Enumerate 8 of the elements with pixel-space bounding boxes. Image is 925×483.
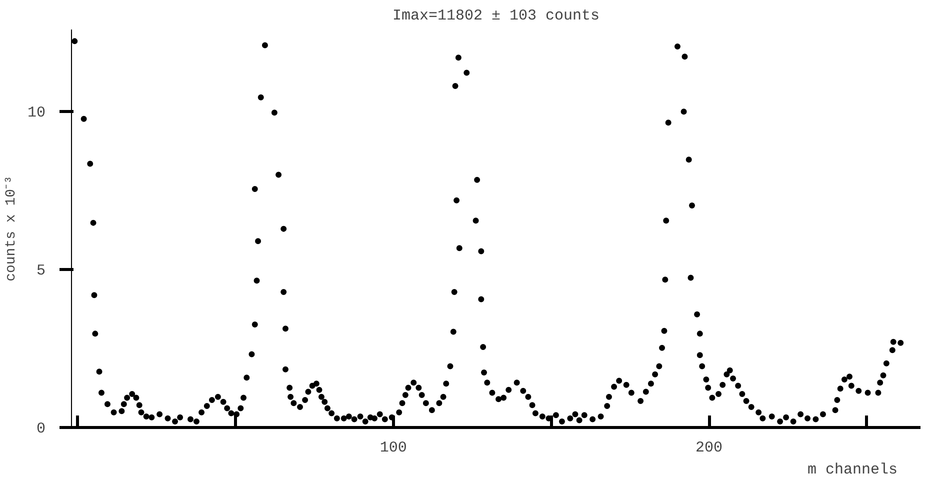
y-tick-label: 0 (36, 420, 46, 438)
chart-title: Imax=11802 ± 103 counts (392, 8, 600, 24)
y-tick-label: 5 (36, 262, 46, 280)
x-tick-label: 100 (380, 440, 407, 456)
x-axis-title: m channels (807, 462, 898, 478)
y-axis-title: counts x 10⁻³ (3, 176, 20, 282)
y-tick-label: 10 (27, 104, 46, 122)
x-tick-label: 200 (696, 440, 723, 456)
